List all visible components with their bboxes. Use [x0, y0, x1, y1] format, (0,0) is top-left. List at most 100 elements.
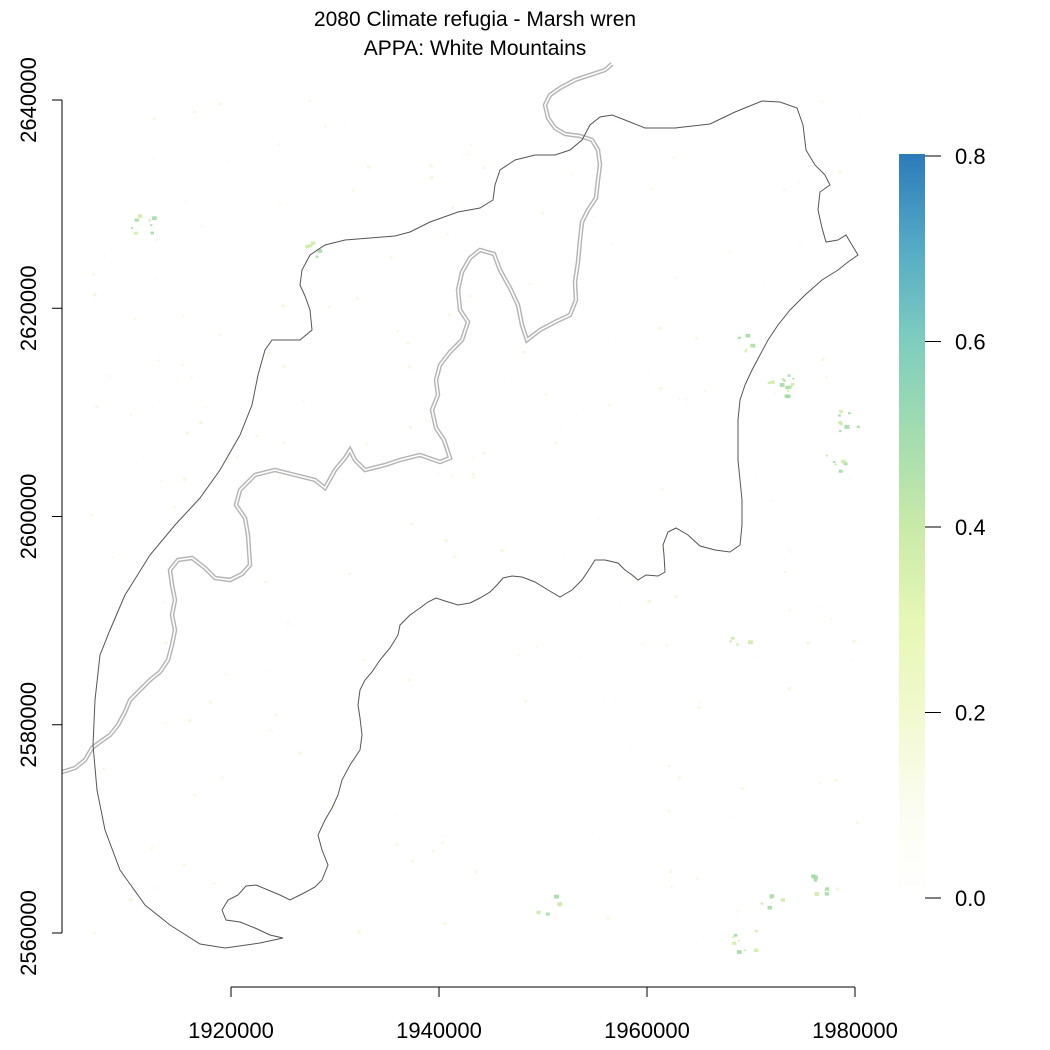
raster-cell [696, 942, 698, 944]
raster-cell [467, 576, 469, 578]
raster-cell [277, 143, 280, 145]
raster-cell [446, 233, 449, 236]
raster-cell [737, 336, 741, 340]
raster-cell [161, 520, 163, 522]
raster-cell [844, 424, 850, 429]
raster-cell [562, 559, 565, 561]
raster-cell [472, 456, 474, 458]
raster-cell [466, 154, 469, 157]
raster-cell [452, 555, 456, 558]
raster-cell [182, 477, 187, 481]
raster-cell [770, 500, 773, 502]
raster-cell [820, 606, 823, 608]
raster-cell [838, 414, 841, 417]
raster-cell [755, 475, 757, 477]
raster-cell [856, 425, 860, 428]
raster-cell [838, 469, 843, 473]
raster-cell [271, 671, 273, 673]
raster-cell [737, 910, 740, 913]
raster-cell [828, 537, 830, 539]
raster-cell [461, 156, 464, 158]
raster-cell [308, 244, 313, 248]
raster-cell [269, 728, 272, 731]
raster-cell [813, 879, 818, 882]
raster-cell [436, 176, 438, 178]
raster-cell [788, 609, 792, 612]
y-tick-label: 2620000 [16, 265, 41, 351]
raster-cell [792, 377, 795, 380]
raster-cell [142, 456, 145, 458]
raster-cell [90, 514, 93, 517]
raster-cell [128, 898, 133, 902]
raster-cell [176, 378, 179, 380]
legend-tick-label: 0.4 [955, 515, 986, 540]
raster-cell [137, 214, 143, 218]
raster-cell [736, 643, 739, 646]
raster-cell [274, 714, 278, 717]
raster-cell [517, 654, 520, 657]
raster-cell [767, 381, 771, 384]
raster-cell [200, 225, 203, 227]
raster-cell [642, 643, 644, 645]
raster-cell [820, 358, 825, 361]
raster-cell [160, 480, 163, 482]
y-tick-label: 2640000 [16, 57, 41, 143]
raster-cell [131, 227, 134, 229]
raster-cell [580, 656, 583, 658]
raster-cell [475, 637, 478, 639]
raster-cell [261, 431, 263, 433]
legend-tick-label: 0.6 [955, 330, 986, 355]
raster-cell [781, 378, 785, 381]
y-axis: 2560000 2580000 2600000 2620000 2640000 [16, 57, 63, 976]
raster-cell [838, 420, 842, 424]
raster-cell [92, 931, 96, 934]
raster-cell [740, 787, 745, 790]
raster-cell [431, 850, 436, 853]
raster-cell [528, 876, 531, 878]
raster-cell [255, 434, 259, 437]
raster-cell [855, 821, 860, 824]
raster-cell [843, 462, 848, 466]
raster-cell [429, 164, 433, 168]
raster-cell [441, 841, 445, 844]
raster-cell [770, 896, 773, 900]
raster-cell [835, 859, 838, 861]
raster-cell [218, 102, 223, 106]
raster-cell [733, 933, 738, 937]
raster-cell [389, 256, 393, 259]
raster-cell [324, 125, 327, 128]
raster-cell [366, 165, 371, 169]
raster-cell [181, 315, 185, 318]
raster-cell [798, 242, 801, 244]
apap-boundary-outline [92, 100, 859, 949]
raster-cell [629, 750, 631, 752]
raster-cell [444, 539, 448, 543]
raster-cell [482, 451, 486, 455]
raster-cell [554, 441, 558, 445]
raster-cell [442, 922, 447, 925]
raster-cell [858, 112, 860, 113]
raster-cell [695, 337, 699, 340]
raster-cell [758, 656, 760, 658]
raster-cell [134, 218, 139, 222]
raster-cell [471, 473, 476, 476]
x-tick-label: 1940000 [396, 1018, 482, 1043]
raster-cell [185, 431, 189, 435]
raster-cell [833, 778, 838, 782]
raster-cell [607, 338, 609, 340]
raster-cell [732, 941, 737, 945]
raster-cell [786, 394, 791, 399]
raster-cell [790, 551, 793, 553]
raster-cell [570, 173, 573, 176]
raster-cell [769, 894, 775, 898]
raster-cell [544, 393, 548, 396]
raster-cell [696, 877, 699, 880]
raster-cell [729, 251, 732, 254]
raster-cell [545, 912, 550, 916]
raster-cell [496, 367, 498, 369]
raster-cell [103, 255, 106, 257]
raster-cell [468, 295, 472, 298]
raster-cell [406, 341, 410, 345]
raster-cell [156, 278, 158, 281]
